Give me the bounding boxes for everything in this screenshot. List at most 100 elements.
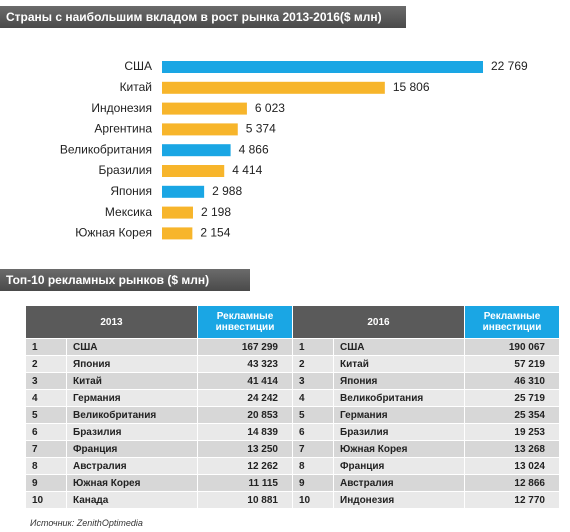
value-label: 22 769 [491, 59, 528, 73]
rank-cell: 4 [292, 389, 334, 407]
value-cell: 13 268 [464, 440, 560, 458]
bar [162, 227, 193, 240]
category-label: Индонезия [91, 101, 152, 115]
value-cell: 46 310 [464, 372, 560, 390]
header-cell: Рекламные инвестиции [464, 305, 560, 339]
bar [162, 185, 205, 198]
rank-cell: 5 [292, 406, 334, 424]
category-label: Япония [110, 184, 152, 198]
rank-cell: 8 [25, 457, 67, 475]
country-cell: Бразилия [333, 423, 465, 441]
header-cell: 2013 [25, 305, 198, 339]
table-row: 2 Япония 43 323 2 Китай 57 219 [25, 355, 560, 373]
value-cell: 167 299 [197, 338, 293, 356]
country-cell: Япония [333, 372, 465, 390]
header-cell: 2016 [292, 305, 465, 339]
country-cell: Австралия [333, 474, 465, 492]
header-cell: Рекламные инвестиции [197, 305, 293, 339]
rank-cell: 1 [292, 338, 334, 356]
value-cell: 14 839 [197, 423, 293, 441]
bar [162, 123, 238, 136]
bar [162, 144, 231, 157]
country-cell: Великобритания [66, 406, 198, 424]
country-cell: Великобритания [333, 389, 465, 407]
value-label: 5 374 [246, 122, 276, 136]
country-cell: Бразилия [66, 423, 198, 441]
source: Источник: ZenithOptimedia [30, 518, 143, 528]
rank-cell: 8 [292, 457, 334, 475]
value-label: 2 198 [201, 205, 231, 219]
table-title: Топ-10 рекламных рынков ($ млн) [0, 269, 250, 291]
country-cell: Китай [66, 372, 198, 390]
country-cell: Германия [333, 406, 465, 424]
rank-cell: 10 [292, 491, 334, 509]
country-cell: Индонезия [333, 491, 465, 509]
value-label: 15 806 [393, 80, 430, 94]
country-cell: США [66, 338, 198, 356]
rank-cell: 1 [25, 338, 67, 356]
bar [162, 81, 385, 94]
rank-cell: 6 [292, 423, 334, 441]
country-cell: Германия [66, 389, 198, 407]
table-row: 6 Бразилия 14 839 6 Бразилия 19 253 [25, 423, 560, 441]
country-cell: Франция [66, 440, 198, 458]
value-cell: 13 024 [464, 457, 560, 475]
value-cell: 43 323 [197, 355, 293, 373]
chart: США 22 769 Китай 15 806 Индонезия 6 023 Аргент… [60, 59, 528, 240]
category-label: Мексика [105, 205, 152, 219]
rank-cell: 4 [25, 389, 67, 407]
rank-cell: 2 [292, 355, 334, 373]
category-label: Бразилия [99, 163, 153, 177]
value-label: 2 988 [212, 184, 242, 198]
value-cell: 11 115 [197, 474, 293, 492]
rank-cell: 6 [25, 423, 67, 441]
table-row: 8 Австралия 12 262 8 Франция 13 024 [25, 457, 560, 475]
chart-title: Страны с наибольшим вкладом в рост рынка… [0, 6, 406, 28]
value-cell: 190 067 [464, 338, 560, 356]
rank-cell: 10 [25, 491, 67, 509]
value-cell: 24 242 [197, 389, 293, 407]
value-cell: 19 253 [464, 423, 560, 441]
value-label: 2 154 [200, 226, 230, 240]
value-cell: 12 866 [464, 474, 560, 492]
table-row: 9 Южная Корея 11 115 9 Австралия 12 866 [25, 474, 560, 492]
country-cell: Китай [333, 355, 465, 373]
rank-cell: 7 [292, 440, 334, 458]
value-cell: 25 354 [464, 406, 560, 424]
rank-cell: 9 [25, 474, 67, 492]
rank-cell: 3 [292, 372, 334, 390]
value-cell: 12 770 [464, 491, 560, 509]
bar [162, 206, 193, 219]
table: 2013 Рекламные инвестиции 2016 Рекламные ин… [25, 305, 560, 509]
table-row: 3 Китай 41 414 3 Япония 46 310 [25, 372, 560, 390]
table-row: 1 США 167 299 1 США 190 067 [25, 338, 560, 356]
bar [162, 61, 483, 73]
value-cell: 20 853 [197, 406, 293, 424]
value-cell: 41 414 [197, 372, 293, 390]
country-cell: Япония [66, 355, 198, 373]
value-label: 4 866 [239, 142, 269, 156]
category-label: Китай [120, 80, 152, 94]
table-row: 5 Великобритания 20 853 5 Германия 25 354 [25, 406, 560, 424]
table-row: 7 Франция 13 250 7 Южная Корея 13 268 [25, 440, 560, 458]
value-cell: 10 881 [197, 491, 293, 509]
table-row: 4 Германия 24 242 4 Великобритания 25 719 [25, 389, 560, 407]
category-label: Великобритания [60, 142, 152, 156]
category-label: Южная Корея [75, 226, 152, 240]
value-cell: 57 219 [464, 355, 560, 373]
value-label: 4 414 [232, 163, 262, 177]
rank-cell: 5 [25, 406, 67, 424]
value-cell: 12 262 [197, 457, 293, 475]
country-cell: Южная Корея [333, 440, 465, 458]
value-cell: 13 250 [197, 440, 293, 458]
bar [162, 102, 247, 115]
category-label: Аргентина [94, 122, 152, 136]
country-cell: Южная Корея [66, 474, 198, 492]
rank-cell: 7 [25, 440, 67, 458]
country-cell: Австралия [66, 457, 198, 475]
category-label: США [124, 59, 152, 73]
country-cell: Франция [333, 457, 465, 475]
bar [162, 165, 225, 177]
value-label: 6 023 [255, 101, 285, 115]
